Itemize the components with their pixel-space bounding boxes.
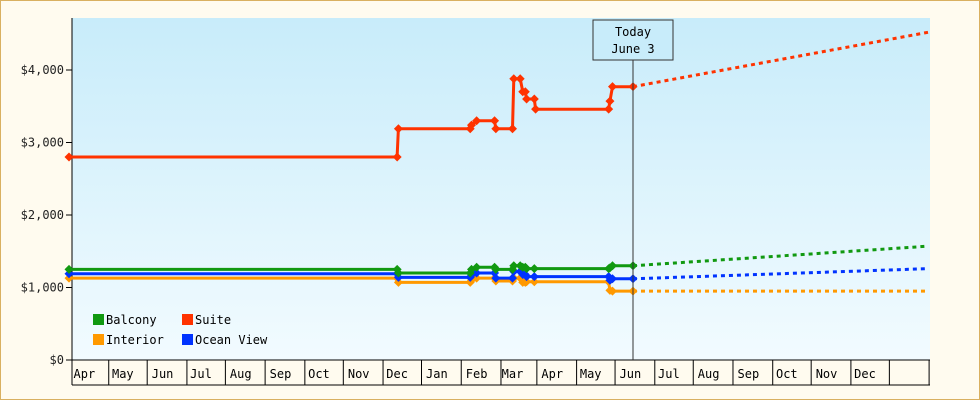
x-tick-label: Apr [541,367,563,381]
data-point-suite[interactable] [508,124,518,134]
data-point-balcony[interactable] [472,262,482,272]
data-point-ocean-view[interactable] [529,272,539,282]
data-point-balcony[interactable] [491,264,501,274]
data-point-suite[interactable] [466,120,476,130]
today-box [592,19,674,61]
data-point-suite[interactable] [491,124,501,134]
data-point-balcony[interactable] [509,261,519,271]
today-marker: Today June 3 [592,19,674,360]
data-point-balcony[interactable] [64,264,74,274]
x-tick-label: Oct [308,367,330,381]
data-point-balcony[interactable] [529,264,539,274]
legend-label-interior: Interior [106,333,164,347]
x-tick-label: Feb [466,367,488,381]
forecast-line-ocean-view [632,267,929,281]
x-tick-label: Aug [698,367,720,381]
data-point-interior[interactable] [529,277,539,287]
x-tick-label: Aug [230,367,252,381]
x-tick-label: Jun [152,367,174,381]
data-point-suite[interactable] [515,74,525,84]
data-point-ocean-view[interactable] [508,273,518,283]
forecast-line-balcony [632,244,929,268]
legend-swatch-ocean-view [182,334,193,345]
legend-swatch-interior [93,334,104,345]
x-tick-label: Oct [776,367,798,381]
x-tick-label: May [112,367,134,381]
data-point-interior[interactable] [522,277,532,287]
data-point-suite[interactable] [509,74,519,84]
y-tick-label: $2,000 [21,208,64,222]
x-tick-label: Jul [658,367,680,381]
legend-swatch-suite [182,314,193,325]
data-point-suite[interactable] [520,87,530,97]
data-point-suite[interactable] [392,152,402,162]
y-axis: $0 $1,000 $2,000 $3,000 $4,000 [21,18,73,385]
plot-background [72,18,930,360]
data-point-suite[interactable] [604,104,614,114]
data-point-interior[interactable] [393,277,403,287]
x-tick-label: Dec [854,367,876,381]
today-date: June 3 [611,42,654,56]
data-point-suite[interactable] [465,124,475,134]
data-point-balcony[interactable] [522,264,532,274]
y-tick-label: $0 [50,353,64,367]
x-axis: Apr May Jun Jul Aug Sep Oct Nov Dec Jan Feb Mar Apr M… [72,359,930,386]
x-tick-label: Sep [738,367,760,381]
data-point-ocean-view[interactable] [491,273,501,283]
data-point-suite[interactable] [64,152,74,162]
data-point-suite[interactable] [393,124,403,134]
x-tick-label: Jan [426,367,448,381]
data-point-balcony[interactable] [607,261,617,271]
data-point-ocean-view[interactable] [522,272,532,282]
today-label: Today [615,25,651,39]
y-tick-label: $1,000 [21,281,64,295]
legend-label-ocean-view: Ocean View [195,333,268,347]
data-point-suite[interactable] [490,116,500,126]
x-tick-label: Jul [190,367,212,381]
forecast-line-suite [632,30,929,89]
data-point-balcony[interactable] [393,268,403,278]
data-point-suite[interactable] [529,94,539,104]
x-tick-label: Apr [74,367,96,381]
x-tick-label: Sep [270,367,292,381]
legend-label-balcony: Balcony [106,313,157,327]
y-tick-label: $4,000 [21,63,64,77]
x-tick-label: Nov [816,367,838,381]
data-point-suite[interactable] [605,96,615,106]
data-point-suite[interactable] [531,104,541,114]
x-tick-label: Jun [620,367,642,381]
legend: Balcony Suite Interior Ocean View [93,313,268,347]
series-layer [64,30,929,296]
data-point-suite[interactable] [522,94,532,104]
data-point-interior[interactable] [607,286,617,296]
y-tick-label: $3,000 [21,136,64,150]
x-tick-label: May [580,367,602,381]
data-point-suite[interactable] [472,116,482,126]
x-tick-label: Nov [348,367,370,381]
legend-swatch-balcony [93,314,104,325]
data-point-suite[interactable] [607,82,617,92]
legend-label-suite: Suite [195,313,231,327]
x-tick-label: Dec [386,367,408,381]
x-tick-label: Mar [502,367,524,381]
data-point-ocean-view[interactable] [607,274,617,284]
